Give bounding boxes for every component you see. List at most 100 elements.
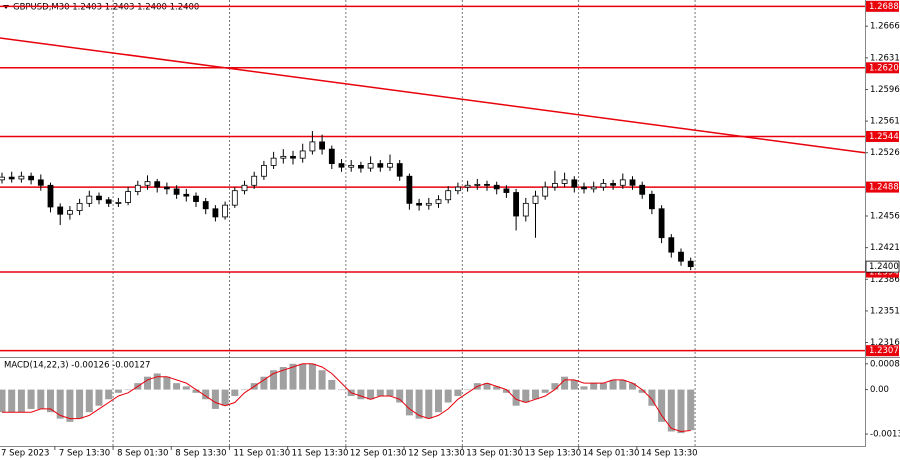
x-tick-label: 11 Sep 01:30	[233, 449, 290, 459]
macd-bar	[153, 373, 161, 390]
x-tick-label: 12 Sep 01:30	[350, 449, 407, 459]
candle-body	[454, 186, 461, 192]
macd-bar	[114, 389, 122, 393]
y-tick-label: 0.00	[870, 385, 889, 395]
macd-bar	[551, 383, 559, 390]
macd-bar	[638, 389, 646, 393]
macd-bar	[66, 389, 74, 422]
macd-bar	[27, 389, 35, 409]
macd-bar	[386, 389, 394, 397]
candle-body	[173, 188, 180, 195]
candle-body	[18, 175, 25, 180]
level-label: 1.2688	[869, 2, 899, 12]
candle-body	[309, 141, 316, 152]
candle-body	[222, 204, 229, 218]
candle-body	[590, 186, 597, 190]
macd-bar	[444, 389, 452, 403]
macd-bar	[95, 389, 103, 406]
macd-bar	[532, 389, 539, 400]
candle-body	[435, 199, 442, 204]
candle-body	[649, 193, 655, 210]
candle-body	[542, 186, 549, 197]
candle-body	[28, 175, 35, 181]
macd-bar	[85, 389, 93, 413]
macd-bar	[318, 370, 326, 390]
y-tick-label: 1.2456	[870, 212, 900, 222]
candle-body	[115, 202, 122, 204]
macd-bar	[483, 383, 491, 390]
macd-bar	[512, 389, 520, 406]
macd-bar	[211, 389, 219, 409]
y-tick-label: 1.2316	[870, 338, 900, 348]
macd-bar	[677, 389, 685, 434]
macd-bar	[56, 389, 64, 419]
candle-body	[290, 155, 296, 159]
macd-bar	[279, 367, 287, 390]
candle-body	[639, 184, 646, 195]
y-tick-label: 1.2631	[870, 53, 900, 63]
macd-bar	[580, 386, 588, 390]
candle-body	[678, 251, 684, 262]
candle-body	[183, 193, 190, 197]
macd-bar	[221, 389, 229, 406]
x-tick-label: 12 Sep 13:30	[408, 449, 465, 459]
macd-bar	[0, 389, 6, 413]
candle-body	[522, 202, 529, 217]
macd-bar	[619, 379, 627, 390]
candle-body	[571, 179, 578, 188]
candle-body	[513, 192, 519, 217]
candle-body	[484, 183, 490, 186]
candle-body	[668, 237, 675, 253]
y-tick-label: 1.2386	[870, 275, 900, 285]
chart-title: GBPUSD,M30 1.2403 1.2403 1.2400 1.2400	[13, 3, 199, 13]
macd-bar	[405, 389, 413, 416]
macd-bar	[338, 389, 345, 391]
candle-body	[67, 210, 73, 215]
x-tick-label: 7 Sep 2023	[1, 449, 49, 459]
level-label: 1.2307	[869, 346, 899, 356]
level-label-box	[866, 345, 899, 357]
candle-body	[474, 183, 481, 186]
level-label-box	[866, 0, 899, 12]
candle-body	[464, 184, 471, 188]
macd-bar	[667, 389, 675, 432]
candle-body	[600, 183, 607, 188]
candle-body	[503, 188, 510, 193]
y-tick-label: 1.2421	[870, 243, 900, 253]
macd-bar	[687, 389, 695, 431]
candle-body	[619, 179, 626, 186]
trendline	[0, 37, 866, 154]
y-tick-label: -0.00138	[870, 430, 900, 440]
candle-body	[163, 186, 170, 190]
macd-bar	[609, 379, 617, 390]
x-tick-label: 8 Sep 13:30	[175, 449, 226, 459]
candle-body	[8, 176, 15, 180]
macd-bar	[541, 389, 549, 393]
candle-body	[76, 202, 83, 211]
macd-bar	[202, 389, 210, 400]
macd-bar	[47, 389, 54, 413]
candle-body	[610, 183, 616, 186]
candle-body	[561, 179, 568, 184]
level-label-box	[866, 181, 899, 193]
macd-bar	[629, 383, 636, 390]
macd-bar	[270, 370, 278, 390]
macd-bar	[124, 389, 132, 391]
macd-bar	[522, 389, 530, 403]
candle-body	[260, 164, 267, 177]
level-label-box	[866, 130, 899, 142]
x-tick-label: 13 Sep 01:30	[466, 449, 523, 459]
candle-body	[47, 184, 54, 208]
candle-body	[144, 181, 151, 186]
macd-bar	[163, 376, 171, 390]
macd-bar	[105, 389, 113, 400]
candle-body	[202, 201, 209, 210]
macd-bar	[17, 389, 25, 413]
macd-bar	[435, 389, 442, 413]
candle-body	[493, 184, 500, 190]
candle-body	[357, 164, 364, 169]
macd-bar	[289, 363, 297, 390]
macd-bar	[173, 383, 181, 390]
candle-body	[581, 186, 587, 190]
